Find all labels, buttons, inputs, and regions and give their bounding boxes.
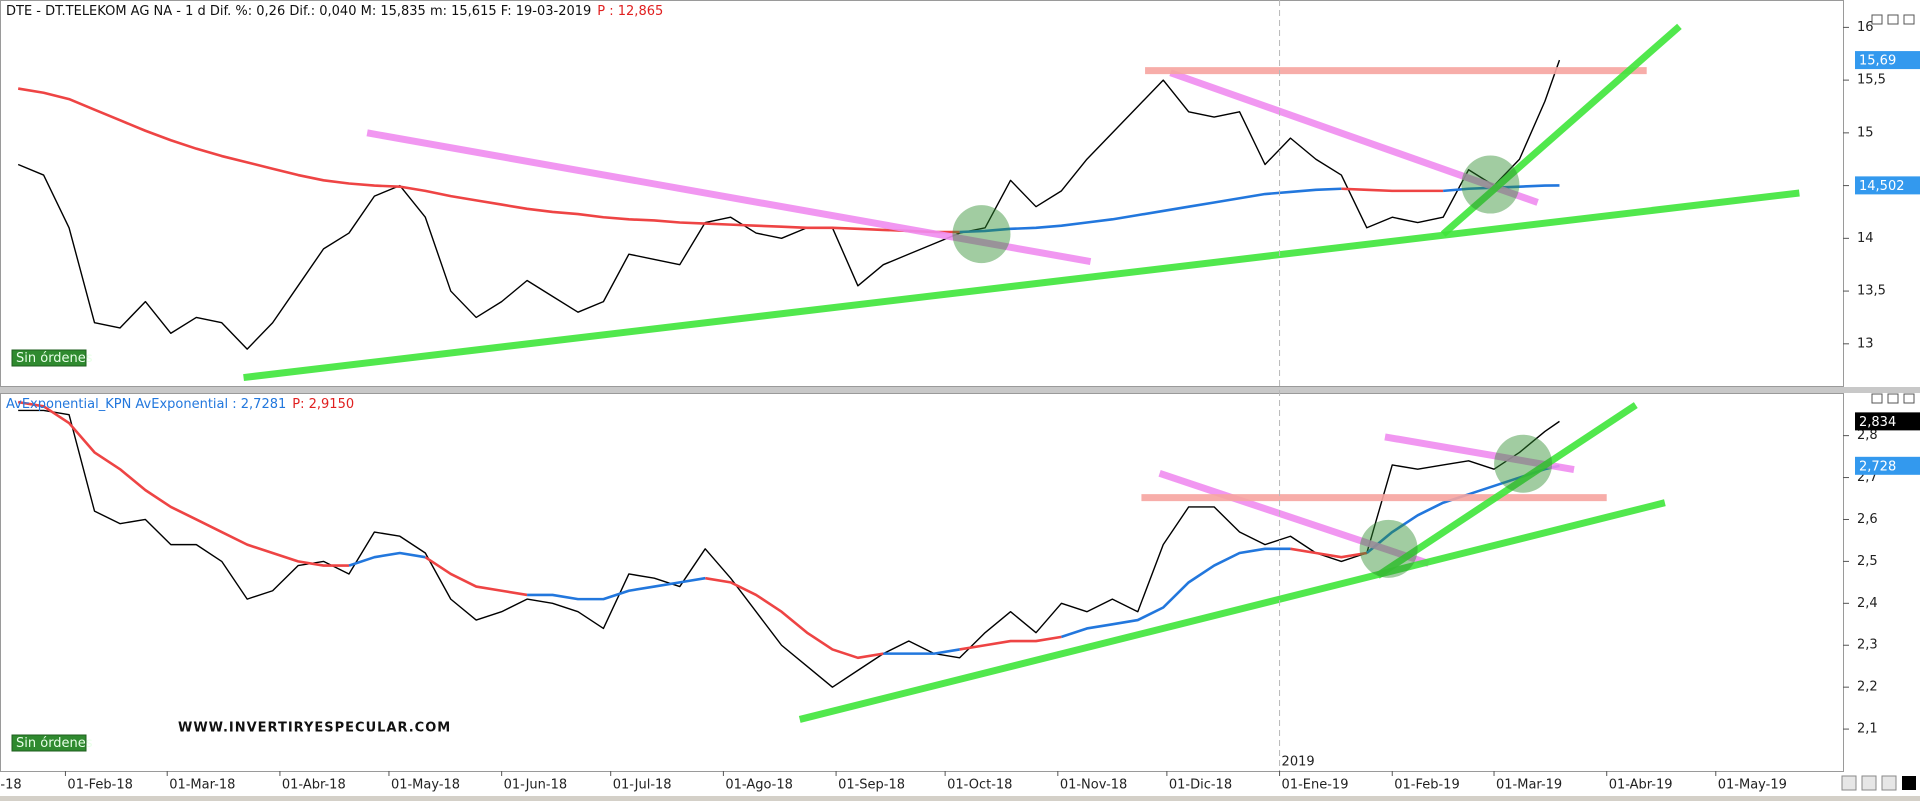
x-tick-label: 01-Dic-18 — [1169, 778, 1232, 793]
moving-average — [17, 87, 1444, 234]
icon[interactable] — [1861, 775, 1877, 791]
y-tick-label: 14 — [1857, 231, 1874, 246]
y-tick-label: 2,2 — [1857, 680, 1878, 695]
icon — [1871, 393, 1883, 404]
value-tag-label: 14,502 — [1859, 179, 1905, 194]
x-tick-label: 01-Ene-19 — [1282, 778, 1349, 793]
x-tick-label: 01-Feb-19 — [1394, 778, 1459, 793]
y-tick-label: 2,1 — [1857, 722, 1878, 737]
plot-frame — [0, 0, 1844, 387]
header-title: AvExponential_KPN AvExponential : 2,7281 — [6, 397, 286, 412]
highlight-circle — [1461, 155, 1520, 214]
x-tick-label: 01-May-19 — [1718, 778, 1787, 793]
value-tag-label: 2,728 — [1859, 459, 1896, 474]
plot-area — [17, 23, 1800, 382]
trend-line — [1169, 69, 1539, 206]
y-tick-label: 15 — [1857, 125, 1874, 140]
moving-average — [17, 400, 1368, 660]
header-title: DTE - DT.TELEKOM AG NA - 1 d Dif. %: 0,2… — [6, 4, 591, 19]
x-tick-label: 01-Jul-18 — [613, 778, 672, 793]
x-tick-label: 01-May-18 — [391, 778, 460, 793]
icon[interactable] — [1881, 775, 1897, 791]
trend-line — [1440, 23, 1682, 237]
price-line — [17, 59, 1561, 350]
status-label: Sin órdenes — [16, 351, 93, 366]
plot-area — [17, 400, 1666, 723]
x-tick-label: 01-Sep-18 — [838, 778, 905, 793]
year-label: 2019 — [1282, 755, 1315, 770]
y-tick-label: 16 — [1857, 20, 1874, 35]
value-tag — [1855, 456, 1920, 475]
plot-frame — [0, 393, 1844, 772]
x-tick-label: 01-Abr-19 — [1609, 778, 1673, 793]
status-label: Sin órdenes — [16, 736, 93, 751]
icon[interactable] — [1902, 776, 1916, 790]
icon[interactable] — [1841, 775, 1857, 791]
x-tick-label: 01-Oct-18 — [947, 778, 1012, 793]
value-tag — [1855, 412, 1920, 431]
header-note: P : 12,865 — [597, 4, 663, 19]
status-box — [11, 349, 87, 367]
y-tick-label: 2,5 — [1857, 554, 1878, 569]
moving-average — [959, 184, 1560, 234]
status-box — [11, 734, 87, 752]
x-tick-label: 01-Mar-18 — [169, 778, 235, 793]
y-tick-label: 2,4 — [1857, 596, 1878, 611]
highlight-circle — [952, 205, 1011, 264]
trend-line — [798, 499, 1666, 723]
trend-line — [1375, 402, 1638, 579]
panel-header: AvExponential_KPN AvExponential : 2,7281… — [6, 397, 354, 412]
price-line — [18, 409, 1560, 688]
x-tick-label: 01-Mar-19 — [1496, 778, 1562, 793]
icon — [1887, 393, 1899, 404]
scrollbar — [0, 796, 1920, 801]
icon — [1903, 14, 1915, 25]
panel-header: DTE - DT.TELEKOM AG NA - 1 d Dif. %: 0,2… — [6, 4, 663, 19]
trend-line — [243, 189, 1800, 382]
highlight-circle — [1494, 434, 1553, 493]
y-tick-label: 2,8 — [1857, 428, 1878, 443]
x-tick-label: 01-Ago-18 — [725, 778, 793, 793]
x-tick-label: 01-Feb-18 — [67, 778, 132, 793]
window-icons — [1841, 14, 1916, 791]
icon — [1887, 14, 1899, 25]
y-tick-label: 13 — [1857, 336, 1874, 351]
value-tag-label: 2,834 — [1859, 415, 1896, 430]
value-tag-label: 15,69 — [1859, 54, 1896, 69]
highlight-circle — [1359, 519, 1418, 578]
panel-separator — [0, 387, 1920, 393]
trend-line — [1158, 470, 1430, 567]
y-tick-label: 15,5 — [1857, 73, 1886, 88]
x-tick-label: 01-Jun-18 — [504, 778, 568, 793]
watermark: WWW.INVERTIRYESPECULAR.COM — [178, 721, 451, 736]
trend-line — [366, 129, 1092, 265]
x-tick-label: 01-Nov-18 — [1060, 778, 1128, 793]
y-tick-label: 2,6 — [1857, 512, 1878, 527]
icon — [1903, 393, 1915, 404]
value-tag — [1855, 51, 1920, 70]
x-tick-label: 01-Ene-18 — [0, 778, 22, 793]
header-note: P: 2,9150 — [292, 397, 354, 412]
moving-average — [348, 464, 1560, 655]
icon — [1871, 14, 1883, 25]
y-tick-label: 2,3 — [1857, 638, 1878, 653]
y-tick-label: 13,5 — [1857, 284, 1886, 299]
value-tag — [1855, 176, 1920, 195]
x-tick-label: 01-Abr-18 — [282, 778, 346, 793]
